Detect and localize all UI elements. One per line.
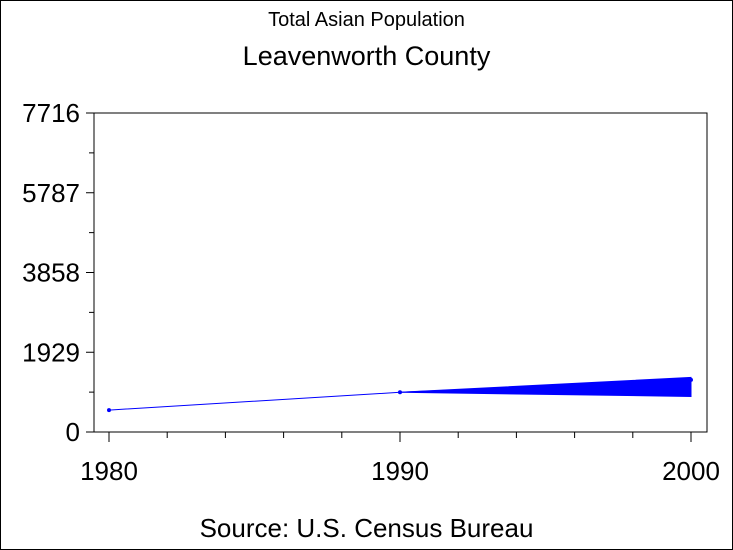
data-point xyxy=(107,408,111,413)
chart-source: Source: U.S. Census Bureau xyxy=(199,513,534,543)
y-tick-label: 1929 xyxy=(22,337,80,367)
projection-band xyxy=(399,376,692,397)
chart-title: Leavenworth County xyxy=(242,41,491,71)
y-tick-label: 0 xyxy=(66,417,80,447)
x-tick-label: 2000 xyxy=(662,456,720,486)
y-tick-label: 7716 xyxy=(22,98,80,128)
y-tick-label: 5787 xyxy=(22,178,80,208)
y-tick-label: 3858 xyxy=(22,258,80,288)
x-tick-label: 1980 xyxy=(80,456,138,486)
x-tick-label: 1990 xyxy=(371,456,429,486)
data-point xyxy=(689,377,693,382)
chart-subtitle: Total Asian Population xyxy=(268,9,465,31)
data-point xyxy=(398,390,402,395)
